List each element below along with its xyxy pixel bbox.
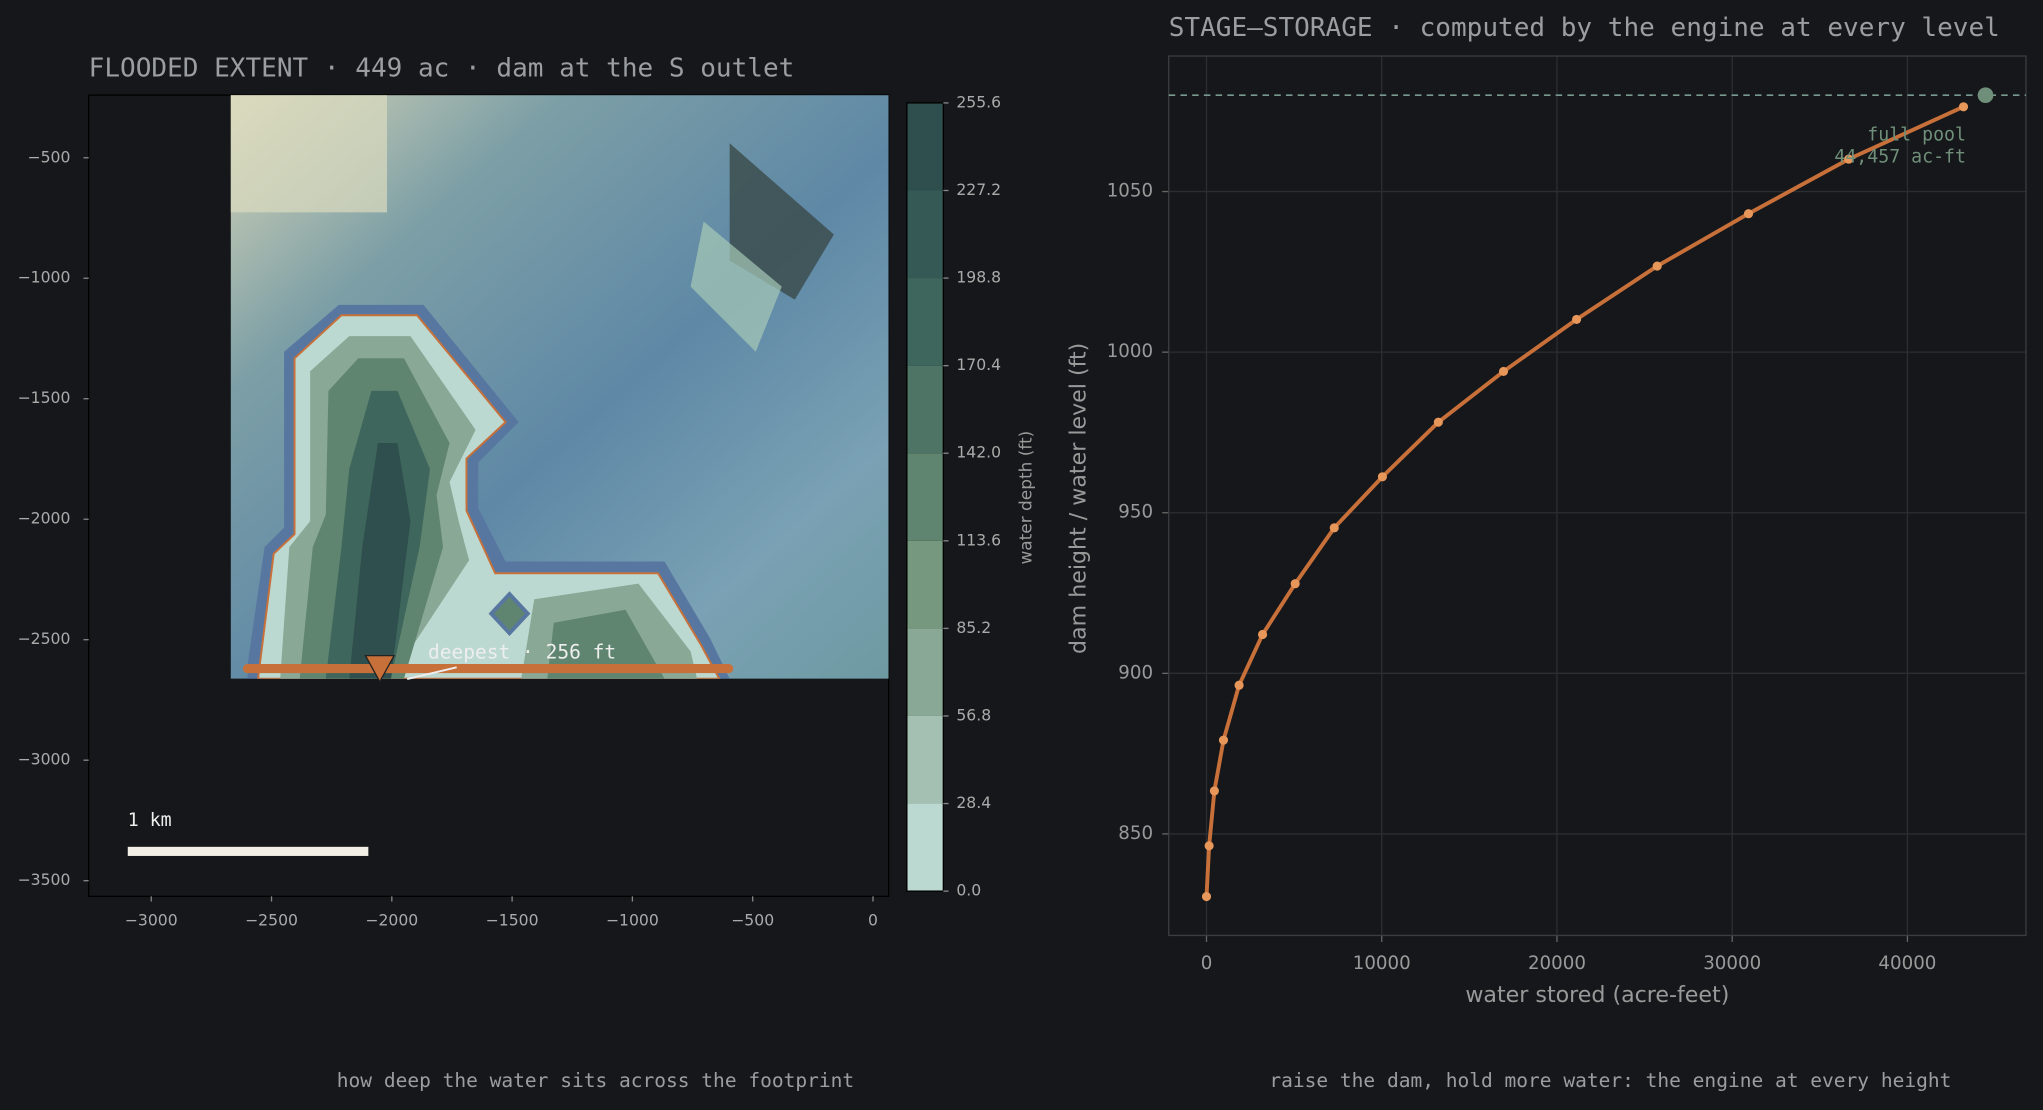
terrain-ridge — [729, 143, 834, 300]
x-tick-label: −3000 — [125, 911, 178, 930]
point — [1743, 209, 1754, 219]
colorbar-tick-label: 28.4 — [956, 793, 991, 812]
colorbar-tick-label: 227.2 — [956, 180, 1001, 199]
island — [488, 591, 531, 637]
y-tick-label: 1050 — [1107, 181, 1153, 202]
terrain-slope — [690, 221, 782, 352]
x-tick-label: 0 — [1201, 953, 1213, 974]
deepest-label: deepest · 256 ft — [428, 640, 616, 663]
colorbar-band — [906, 628, 944, 716]
x-tick-label: 0 — [868, 911, 878, 930]
x-tick-label: −500 — [731, 911, 774, 930]
point — [1652, 261, 1662, 271]
terrain — [230, 95, 889, 679]
x-tick-label: 20000 — [1528, 953, 1586, 974]
point — [1234, 680, 1244, 690]
point — [1433, 417, 1443, 427]
colorbar-tick-label: 170.4 — [956, 355, 1001, 374]
x-tick-label: 10000 — [1353, 953, 1411, 974]
scale-bar-label: 1 km — [128, 810, 172, 831]
colorbar-band — [906, 540, 944, 629]
colorbar-band — [906, 278, 944, 366]
x-tick-label: 40000 — [1878, 953, 1936, 974]
terrain-highland — [230, 95, 388, 213]
colorbar-tick-label: 85.2 — [956, 618, 991, 637]
y-tick-label: −3500 — [18, 870, 71, 889]
colorbar-frame — [906, 102, 944, 892]
y-tick-label: 1000 — [1107, 341, 1153, 362]
colorbar-band — [906, 453, 944, 541]
point — [1572, 314, 1582, 324]
x-tick-label: −1000 — [606, 911, 659, 930]
colorbar-band — [906, 715, 944, 804]
point — [1329, 523, 1339, 533]
scale-bar — [127, 846, 369, 856]
colorbar-band — [906, 803, 944, 892]
series-line — [1204, 104, 1965, 897]
full-pool-label: 44,457 ac-ft — [1834, 147, 1966, 168]
chart-title: FLOODED EXTENT · 449 ac · dam at the S o… — [89, 54, 795, 84]
point — [1201, 891, 1212, 902]
colorbar-band — [906, 102, 944, 191]
plot-frame — [1168, 55, 2027, 937]
point — [1377, 472, 1387, 482]
point — [1258, 629, 1268, 640]
full-pool-label: full pool — [1867, 125, 1966, 146]
colorbar-tick-label: 255.6 — [956, 92, 1001, 111]
chart-title: STAGE–STORAGE · computed by the engine a… — [1169, 13, 2000, 43]
y-tick-label: −2500 — [18, 629, 71, 648]
caption: how deep the water sits across the footp… — [337, 1069, 854, 1092]
y-axis-label: dam height / water level (ft) — [1065, 343, 1091, 654]
point — [1204, 841, 1214, 851]
y-tick-label: 950 — [1118, 502, 1153, 523]
y-tick-label: −2000 — [18, 509, 71, 528]
x-tick-label: −1500 — [486, 911, 539, 930]
depth-contour — [349, 442, 411, 679]
y-tick-label: −3000 — [18, 750, 71, 769]
x-tick-label: 30000 — [1703, 953, 1761, 974]
y-tick-label: −1500 — [18, 388, 71, 407]
caption: raise the dam, hold more water: the engi… — [1269, 1069, 1951, 1092]
full-pool-marker — [1977, 87, 1994, 104]
y-tick-label: 900 — [1118, 662, 1153, 683]
y-tick-label: 850 — [1118, 823, 1153, 844]
x-tick-label: −2500 — [245, 911, 298, 930]
y-tick-label: −500 — [28, 147, 71, 166]
point — [1209, 786, 1219, 796]
y-tick-label: −1000 — [18, 268, 71, 287]
point — [1844, 154, 1854, 164]
point — [1958, 102, 1969, 112]
point — [1218, 735, 1229, 745]
depth-contour — [547, 609, 665, 679]
colorbar-band — [906, 365, 944, 454]
annotation-leader — [406, 666, 457, 680]
colorbar-label: water depth (ft) — [1016, 431, 1036, 565]
x-tick-label: −2000 — [365, 911, 418, 930]
colorbar-tick-label: 142.0 — [956, 443, 1001, 462]
point — [1290, 579, 1300, 589]
colorbar-tick-label: 0.0 — [956, 881, 981, 900]
colorbar-tick-label: 113.6 — [956, 530, 1001, 549]
colorbar-tick-label: 56.8 — [956, 705, 991, 724]
x-axis-label: water stored (acre-feet) — [1465, 982, 1729, 1008]
point — [1498, 366, 1509, 376]
colorbar-band — [906, 190, 944, 279]
colorbar-tick-label: 198.8 — [956, 268, 1001, 287]
deepest-marker — [364, 654, 396, 683]
